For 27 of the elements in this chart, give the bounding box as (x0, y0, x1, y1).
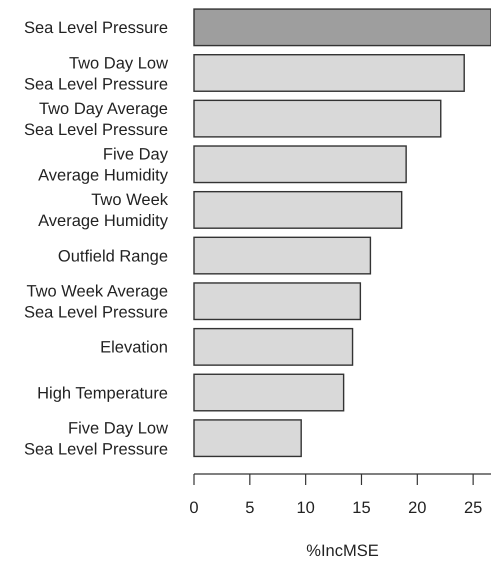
y-tick-label: Two Week Average Humidity (38, 191, 169, 230)
bar (193, 419, 302, 458)
y-tick-label: Five Day Low Sea Level Pressure (24, 419, 168, 458)
x-tick-label: 10 (296, 498, 315, 517)
x-tick-label: 25 (464, 498, 482, 517)
bar (193, 8, 491, 46)
y-tick-label: Five Day Average Humidity (38, 146, 169, 185)
x-axis-title: %IncMSE (306, 542, 379, 560)
x-tick-label: 20 (408, 498, 426, 517)
bar (193, 328, 354, 366)
bar (193, 190, 402, 229)
y-tick-label: Two Day Low Sea Level Pressure (24, 54, 168, 94)
bar (193, 282, 362, 320)
bar (193, 54, 465, 92)
y-tick-label: Sea Level Pressure (24, 19, 168, 38)
bar (193, 100, 442, 138)
y-tick-label: Elevation (100, 338, 168, 357)
y-tick-label: Two Day Average Sea Level Pressure (24, 100, 168, 139)
bar (193, 236, 372, 275)
y-tick-label: Outfield Range (58, 247, 168, 266)
y-tick-label: Two Week Average Sea Level Pressure (24, 282, 168, 322)
x-tick-label: 15 (352, 498, 371, 517)
y-tick-label: High Temperature (37, 384, 168, 402)
bar (193, 374, 344, 412)
x-tick-label: 5 (245, 498, 254, 517)
bar (193, 145, 407, 184)
x-tick-label: 0 (189, 498, 199, 517)
